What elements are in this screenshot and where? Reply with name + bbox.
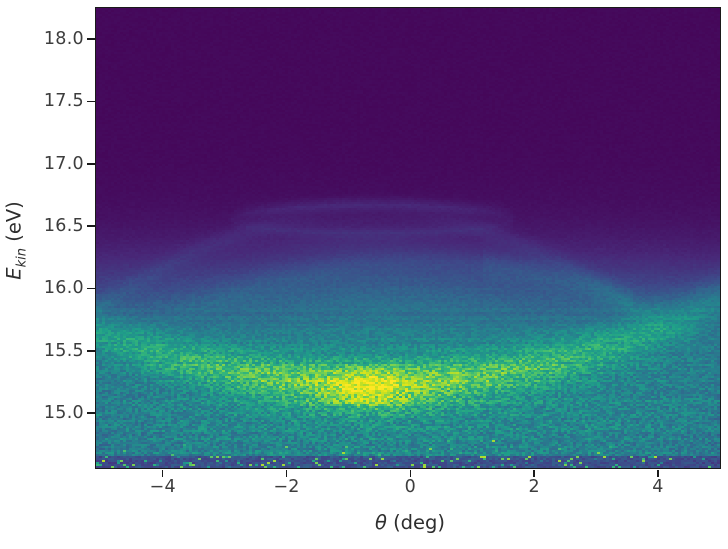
x-tick-mark — [161, 469, 164, 477]
heatmap-canvas — [96, 7, 720, 468]
y-tick-label: 15.0 — [43, 403, 84, 424]
y-tick-mark — [87, 163, 95, 165]
x-tick-mark — [533, 469, 535, 477]
y-tick-mark — [87, 38, 95, 40]
y-tick-mark — [87, 412, 95, 414]
x-tick-label: 2 — [528, 477, 540, 497]
x-axis-label: θ (deg) — [260, 511, 560, 534]
y-tick-label: 18.0 — [43, 29, 84, 50]
y-axis-subscript: kin — [14, 247, 30, 268]
y-tick-label: 16.0 — [43, 278, 84, 299]
y-tick-mark — [87, 350, 95, 352]
x-tick-label: −4 — [149, 477, 176, 497]
y-axis-unit: (eV) — [2, 201, 26, 248]
x-axis-symbol: θ — [374, 511, 387, 534]
x-tick-label: 0 — [404, 477, 417, 497]
y-tick-label: 16.5 — [43, 216, 84, 237]
x-tick-label: 4 — [652, 477, 664, 497]
x-tick-mark — [285, 469, 288, 477]
y-tick-label: 15.5 — [43, 340, 84, 361]
y-axis-label: Ekin (eV) — [3, 140, 30, 340]
y-tick-mark — [87, 287, 95, 290]
y-tick-mark — [87, 225, 95, 227]
x-tick-mark — [657, 469, 659, 477]
plot-area — [95, 6, 721, 469]
x-tick-mark — [409, 469, 412, 477]
x-tick-label: −2 — [273, 477, 300, 497]
x-axis-unit: (deg) — [386, 511, 446, 534]
y-tick-label: 17.0 — [43, 153, 84, 174]
y-tick-mark — [87, 100, 95, 103]
y-tick-label: 17.5 — [43, 91, 84, 112]
y-axis-symbol: E — [2, 267, 26, 280]
